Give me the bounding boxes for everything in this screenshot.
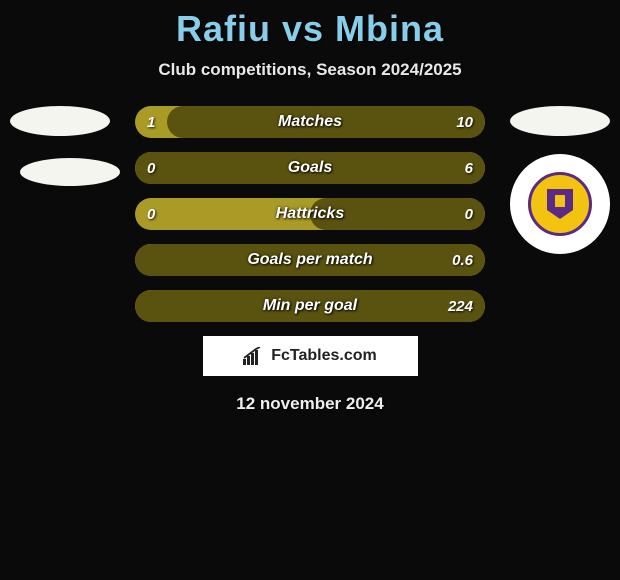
generation-date: 12 november 2024	[0, 394, 620, 414]
stat-label: Matches	[135, 106, 485, 138]
player-left-avatar-2	[20, 158, 120, 186]
branding-box[interactable]: FcTables.com	[203, 336, 418, 376]
stat-right-value: 0	[453, 198, 485, 230]
branding-label: FcTables.com	[271, 347, 377, 365]
player-right-avatar	[510, 106, 610, 136]
stat-right-value: 224	[436, 290, 485, 322]
stat-right-value: 0.6	[440, 244, 485, 276]
stat-row-matches: 1 Matches 10	[135, 106, 485, 138]
comparison-area: 1 Matches 10 0 Goals 6 0 Hattricks 0 Goa…	[0, 106, 620, 414]
stat-row-goals: 0 Goals 6	[135, 152, 485, 184]
stat-row-min-per-goal: Min per goal 224	[135, 290, 485, 322]
stat-label: Min per goal	[135, 290, 485, 322]
chart-icon	[243, 347, 265, 365]
club-crest-icon	[528, 172, 592, 236]
stat-label: Hattricks	[135, 198, 485, 230]
stat-label: Goals	[135, 152, 485, 184]
stat-right-value: 6	[453, 152, 485, 184]
stat-label: Goals per match	[135, 244, 485, 276]
stat-row-hattricks: 0 Hattricks 0	[135, 198, 485, 230]
stat-row-goals-per-match: Goals per match 0.6	[135, 244, 485, 276]
page-subtitle: Club competitions, Season 2024/2025	[0, 60, 620, 80]
page-title: Rafiu vs Mbina	[0, 0, 620, 50]
stat-right-value: 10	[444, 106, 485, 138]
player-right-club-badge	[510, 154, 610, 254]
player-left-avatar	[10, 106, 110, 136]
